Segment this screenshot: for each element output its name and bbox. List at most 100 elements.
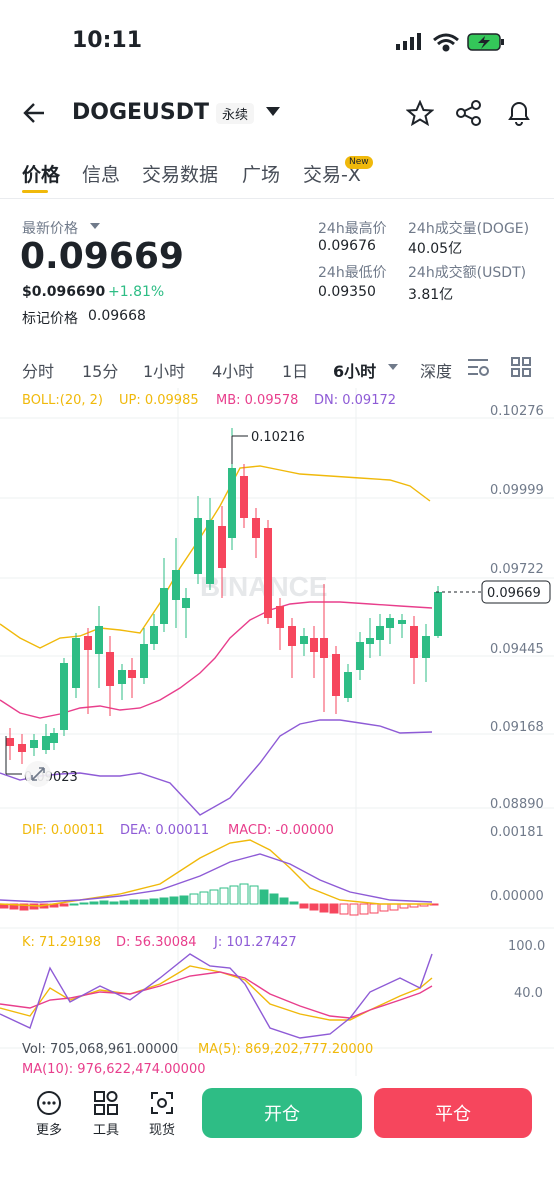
tf-time-share[interactable]: 分时 (22, 362, 55, 381)
candle-body (140, 644, 148, 678)
candle-body (228, 468, 236, 538)
tools-label[interactable]: 工具 (92, 1123, 119, 1138)
macd-bar (129, 899, 139, 905)
candle-body (194, 518, 202, 574)
tab-square[interactable]: 广场 (242, 164, 281, 186)
tf-1d[interactable]: 1日 (282, 362, 309, 381)
candle-body (434, 592, 442, 636)
macd-bar (279, 897, 289, 905)
candle-body (182, 598, 190, 608)
macd-bar (369, 903, 379, 914)
macd-dif-value: DIF: 0.00011 (22, 823, 105, 838)
boll-mb-value: MB: 0.09578 (216, 393, 299, 408)
macd-bar (99, 900, 109, 905)
candle-body (344, 672, 352, 698)
tab-active-indicator (22, 190, 48, 193)
status-icons (396, 33, 504, 52)
candle-body (18, 744, 26, 752)
candle-body (30, 740, 38, 748)
vol-usdt-value: 3.81亿 (408, 287, 454, 303)
close-position-button[interactable]: 平仓 (374, 1088, 532, 1138)
tf-15m[interactable]: 15分 (82, 362, 119, 381)
candle-body (288, 626, 296, 646)
macd-bar (319, 903, 329, 913)
kdj-j-value: J: 101.27427 (214, 935, 297, 950)
candle-body (160, 588, 168, 624)
caret-down-icon[interactable] (266, 107, 280, 117)
candle-body (150, 626, 158, 644)
macd-bar (79, 902, 89, 905)
tab-price[interactable]: 价格 (22, 164, 61, 186)
macd-bar (349, 903, 359, 916)
high-value: 0.09676 (318, 238, 376, 254)
candle-body (264, 528, 272, 618)
status-time: 10:11 (72, 28, 143, 53)
share-icon[interactable] (456, 100, 482, 126)
tab-trading-data[interactable]: 交易数据 (142, 164, 219, 186)
candle-body (72, 638, 80, 688)
kline-chart[interactable]: BINANCE 0.10216 0.09023 0.09669 0.10276 … (0, 388, 554, 1078)
signal-icon (396, 33, 421, 50)
kdj-k-value: K: 71.29198 (22, 935, 102, 950)
wifi-icon (433, 33, 459, 52)
vol-doge-label: 24h成交量(DOGE) (408, 221, 530, 237)
layout-grid-icon[interactable] (510, 356, 532, 378)
indicator-settings-icon[interactable] (466, 356, 490, 378)
back-arrow-icon[interactable] (22, 100, 48, 126)
macd-bar (259, 889, 269, 905)
vol-ma10-value: MA(10): 976,622,474.00000 (22, 1062, 206, 1077)
tf-4h[interactable]: 4小时 (212, 362, 255, 381)
boll-up-value: UP: 0.09985 (119, 393, 199, 408)
vol-usdt-label: 24h成交额(USDT) (408, 265, 527, 281)
bell-icon[interactable] (506, 99, 532, 127)
candle-body (410, 626, 418, 658)
axis-label: 0.09999 (490, 483, 544, 498)
tab-info[interactable]: 信息 (82, 164, 121, 186)
candle-body (422, 636, 430, 658)
spot-label[interactable]: 现货 (148, 1123, 175, 1138)
mark-price: 0.09668 (88, 308, 146, 324)
spot-icon[interactable] (149, 1090, 175, 1116)
axis-label: 0.09445 (490, 642, 544, 657)
mark-price-label: 标记价格 (22, 311, 78, 327)
axis-label: 0.08890 (490, 797, 544, 812)
macd-bar (339, 903, 349, 915)
star-icon[interactable] (406, 100, 434, 126)
macd-bar (389, 903, 399, 911)
axis-label: 40.0 (514, 986, 543, 1001)
macd-value: MACD: -0.00000 (228, 823, 334, 838)
macd-bar (219, 887, 229, 905)
macd-bar (89, 901, 99, 905)
symbol-title[interactable]: DOGEUSDT (72, 100, 210, 125)
more-icon[interactable] (36, 1090, 62, 1116)
more-label[interactable]: 更多 (35, 1123, 62, 1138)
price-change: +1.81% (108, 284, 165, 300)
macd-bar (109, 901, 119, 905)
fullscreen-icon[interactable] (25, 761, 51, 787)
candle-body (398, 620, 406, 624)
tf-depth[interactable]: 深度 (420, 362, 453, 381)
macd-bar (229, 885, 239, 905)
macd-bar (299, 903, 309, 909)
macd-bar (19, 903, 29, 911)
candle-body (300, 636, 308, 644)
tab-trade-x[interactable]: 交易-X (303, 164, 361, 186)
candle-body (106, 652, 114, 686)
macd-bar (329, 903, 339, 914)
macd-bar (139, 899, 149, 905)
tools-icon[interactable] (93, 1090, 119, 1116)
open-position-button[interactable]: 开仓 (202, 1088, 362, 1138)
kdj-d-line (0, 971, 433, 1019)
caret-down-icon[interactable] (90, 223, 100, 230)
axis-label: 0.10276 (490, 404, 544, 419)
candle-body (252, 518, 260, 538)
vol-doge-value: 40.05亿 (408, 241, 463, 257)
axis-label: 0.09168 (490, 720, 544, 735)
caret-down-icon[interactable] (388, 364, 398, 371)
tf-1h[interactable]: 1小时 (143, 362, 186, 381)
kdj-d-value: D: 56.30084 (116, 935, 197, 950)
macd-bar (269, 893, 279, 905)
contract-type-badge: 永续 (216, 103, 255, 124)
low-label: 24h最低价 (318, 265, 387, 281)
tf-6h[interactable]: 6小时 (333, 362, 377, 381)
